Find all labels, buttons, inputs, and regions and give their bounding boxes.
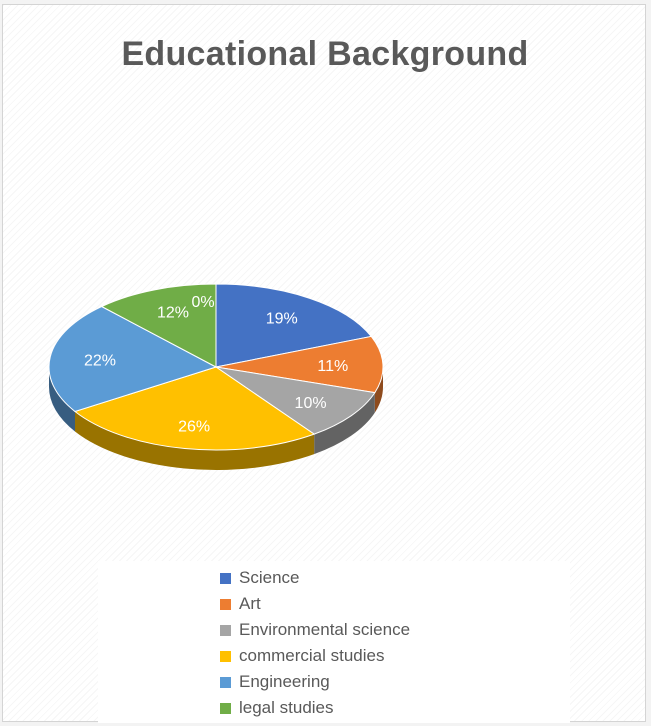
legend-label: Science xyxy=(239,568,300,587)
legend-swatch xyxy=(220,572,231,584)
legend-label: Environmental science xyxy=(239,620,411,639)
data-label-art: 11% xyxy=(317,358,348,375)
legend: Science Art Environmental science commercia… xyxy=(98,561,570,723)
slice-side-environmental-science xyxy=(314,392,375,455)
pie-chart: 19% 11% 10% 26% 22% 12%0% xyxy=(48,283,384,470)
slice-engineering xyxy=(48,305,218,413)
legend-item: commercial studies xyxy=(220,643,570,669)
data-label-environmental-science: 10% xyxy=(295,395,327,412)
legend-label: legal studies xyxy=(239,698,334,717)
legend-swatch xyxy=(220,650,231,662)
legend-item: Engineering xyxy=(220,669,570,695)
data-label-engineering: 22% xyxy=(84,353,116,370)
slice-side-commercial-studies xyxy=(74,411,315,470)
slice-environmental-science xyxy=(215,366,376,435)
chart-title: Educational Background xyxy=(121,35,529,73)
legend-swatch xyxy=(220,676,231,688)
legend-item: Science xyxy=(220,565,570,591)
data-label-commercial-studies: 26% xyxy=(178,419,210,436)
chart-area: Educational Background 19% 11% 10% 26% 22% 12… xyxy=(2,4,646,723)
legend-item: Environmental science xyxy=(220,617,570,643)
data-label-other: 0% xyxy=(191,294,214,311)
data-label-science: 19% xyxy=(266,311,298,328)
legend-item: legal studies xyxy=(220,695,570,721)
legend-swatch xyxy=(220,702,231,714)
legend-swatch xyxy=(220,624,231,636)
legend-label: commercial studies xyxy=(239,646,385,665)
legend-swatch xyxy=(220,598,231,610)
slice-commercial-studies xyxy=(73,366,316,451)
legend-label: Art xyxy=(239,594,261,613)
slice-art xyxy=(215,335,384,394)
slice-legal-studies xyxy=(100,283,217,368)
data-label-legal-studies: 12% xyxy=(157,304,189,321)
legend-item: Art xyxy=(220,591,570,617)
slice-side-art xyxy=(374,367,383,413)
slice-science xyxy=(215,283,373,368)
legend-label: Engineering xyxy=(239,672,330,691)
